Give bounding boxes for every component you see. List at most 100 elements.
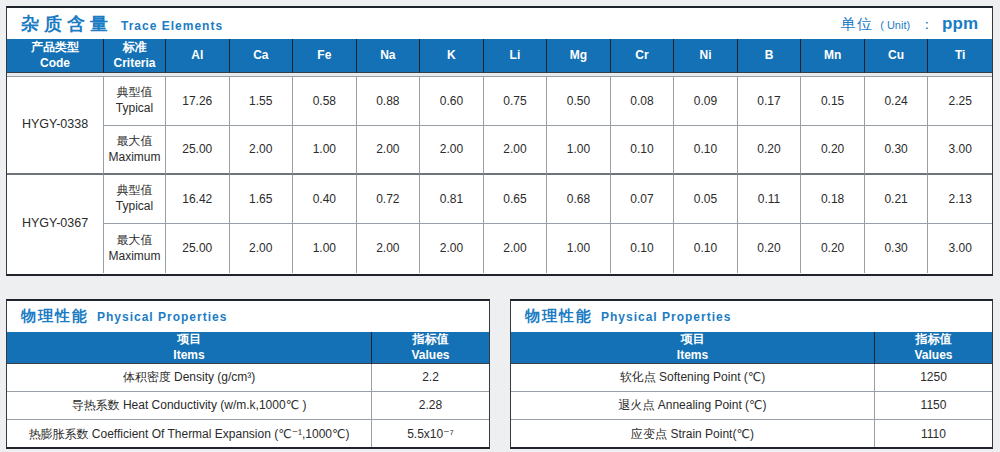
column-header-items: 项目 Items xyxy=(7,332,372,364)
column-header-items-en: Items xyxy=(7,348,371,364)
column-header-criteria-en: Criteria xyxy=(104,56,165,72)
column-header-items-en: Items xyxy=(511,348,874,364)
value-cell: 0.10 xyxy=(611,224,675,273)
table-row: 应变点 Strain Point(℃) 1110 xyxy=(511,420,992,448)
criteria-cell-typical: 典型值 Typical xyxy=(104,175,166,224)
table-row: 最大值 Maximum 25.00 2.00 1.00 2.00 2.00 2.… xyxy=(7,224,992,273)
value-cell: 1.00 xyxy=(547,126,611,175)
column-header-values: 指标值 Values xyxy=(875,332,992,364)
value-cell: 2.00 xyxy=(357,224,421,273)
column-header-criteria-cn: 标准 xyxy=(104,40,165,56)
trace-panel-header: 杂质含量 Trace Elements 单位 ( Unit) ： ppm xyxy=(7,8,992,39)
column-header-items: 项目 Items xyxy=(511,332,875,364)
value-cell: 0.30 xyxy=(865,126,929,175)
property-item-cell: 退火点 Annealing Point (℃) xyxy=(511,392,875,420)
value-cell: 0.08 xyxy=(611,77,675,126)
value-cell: 2.00 xyxy=(484,224,548,273)
value-cell: 2.00 xyxy=(420,224,484,273)
physical-properties-table-left: 项目 Items 指标值 Values 体积密度 Density (g/cm³)… xyxy=(7,332,489,448)
value-cell: 0.65 xyxy=(484,175,548,224)
table-row: 体积密度 Density (g/cm³) 2.2 xyxy=(7,364,489,392)
table-row: 软化点 Softening Point (℃) 1250 xyxy=(511,364,992,392)
value-cell: 0.40 xyxy=(293,175,357,224)
value-cell: 0.30 xyxy=(865,224,929,273)
physical-right-header: 物理性能 Physical Properties xyxy=(511,301,992,332)
table-row: HYGY-0338 典型值 Typical 17.26 1.55 0.58 0.… xyxy=(7,77,992,126)
value-cell: 3.00 xyxy=(928,126,992,175)
column-header-element: Ca xyxy=(230,39,294,73)
column-header-code-cn: 产品类型 xyxy=(7,40,103,56)
unit-value: ppm xyxy=(942,14,978,34)
value-cell: 2.13 xyxy=(928,175,992,224)
value-cell: 0.10 xyxy=(674,224,738,273)
value-cell: 1.55 xyxy=(230,77,294,126)
value-cell: 2.00 xyxy=(230,126,294,175)
column-header-values-en: Values xyxy=(372,348,489,364)
trace-elements-panel: 杂质含量 Trace Elements 单位 ( Unit) ： ppm 产品类… xyxy=(6,6,993,276)
criteria-label-cn: 最大值 xyxy=(104,233,165,249)
column-header-element: Cu xyxy=(865,39,929,73)
property-value-cell: 5.5x10⁻⁷ xyxy=(372,420,489,448)
value-cell: 0.18 xyxy=(801,175,865,224)
property-value-cell: 2.28 xyxy=(372,392,489,420)
physical-right-title-en: Physical Properties xyxy=(601,310,731,324)
property-value-cell: 1150 xyxy=(875,392,992,420)
value-cell: 0.20 xyxy=(738,224,802,273)
column-header-element: Fe xyxy=(293,39,357,73)
criteria-label-en: Maximum xyxy=(104,150,165,166)
value-cell: 25.00 xyxy=(166,126,230,175)
criteria-cell-maximum: 最大值 Maximum xyxy=(104,126,166,175)
property-item-cell: 应变点 Strain Point(℃) xyxy=(511,420,875,448)
column-header-element: Na xyxy=(357,39,421,73)
column-header-element: Ti xyxy=(928,39,992,73)
value-cell: 0.81 xyxy=(420,175,484,224)
physical-left-title-cn: 物理性能 xyxy=(21,307,89,326)
column-header-element: Ni xyxy=(674,39,738,73)
trace-title: 杂质含量 Trace Elements xyxy=(21,12,223,36)
criteria-label-en: Typical xyxy=(104,199,165,215)
property-item-cell: 热膨胀系数 Coefficient Of Thermal Expansion (… xyxy=(7,420,372,448)
value-cell: 25.00 xyxy=(166,224,230,273)
value-cell: 1.00 xyxy=(293,126,357,175)
value-cell: 2.25 xyxy=(928,77,992,126)
criteria-cell-maximum: 最大值 Maximum xyxy=(104,224,166,273)
column-header-values-cn: 指标值 xyxy=(372,332,489,348)
value-cell: 0.75 xyxy=(484,77,548,126)
column-header-values-cn: 指标值 xyxy=(875,332,992,348)
table-row: 热膨胀系数 Coefficient Of Thermal Expansion (… xyxy=(7,420,489,448)
value-cell: 0.68 xyxy=(547,175,611,224)
physical-properties-panel-right: 物理性能 Physical Properties 项目 Items 指标值 Va… xyxy=(510,299,993,449)
unit-colon: ： xyxy=(920,16,934,34)
value-cell: 0.24 xyxy=(865,77,929,126)
column-header-element: K xyxy=(420,39,484,73)
value-cell: 0.07 xyxy=(611,175,675,224)
column-header-element: Li xyxy=(484,39,548,73)
value-cell: 0.58 xyxy=(293,77,357,126)
trace-elements-table: 产品类型 Code 标准 Criteria Al Ca Fe Na K Li M… xyxy=(7,39,992,273)
table-row: 退火点 Annealing Point (℃) 1150 xyxy=(511,392,992,420)
table-row: 最大值 Maximum 25.00 2.00 1.00 2.00 2.00 2.… xyxy=(7,126,992,175)
value-cell: 0.05 xyxy=(674,175,738,224)
value-cell: 17.26 xyxy=(166,77,230,126)
column-header-items-cn: 项目 xyxy=(511,332,874,348)
value-cell: 0.10 xyxy=(611,126,675,175)
property-item-cell: 导热系数 Heat Conductivity (w/m.k,1000℃ ) xyxy=(7,392,372,420)
column-header-element: Al xyxy=(166,39,230,73)
unit-label: 单位 ( Unit) ： ppm xyxy=(840,14,978,34)
property-item-cell: 软化点 Softening Point (℃) xyxy=(511,364,875,392)
table-row: HYGY-0367 典型值 Typical 16.42 1.65 0.40 0.… xyxy=(7,175,992,224)
physical-right-title-cn: 物理性能 xyxy=(525,307,593,326)
product-code-cell: HYGY-0338 xyxy=(7,77,104,175)
column-header-code-en: Code xyxy=(7,56,103,72)
physical-right-title: 物理性能 Physical Properties xyxy=(525,307,731,326)
value-cell: 2.00 xyxy=(357,126,421,175)
value-cell: 3.00 xyxy=(928,224,992,273)
unit-label-cn: 单位 xyxy=(840,15,874,34)
trace-title-cn: 杂质含量 xyxy=(21,12,113,36)
value-cell: 0.50 xyxy=(547,77,611,126)
criteria-label-en: Typical xyxy=(104,101,165,117)
property-value-cell: 2.2 xyxy=(372,364,489,392)
value-cell: 0.20 xyxy=(801,126,865,175)
property-value-cell: 1110 xyxy=(875,420,992,448)
value-cell: 0.11 xyxy=(738,175,802,224)
